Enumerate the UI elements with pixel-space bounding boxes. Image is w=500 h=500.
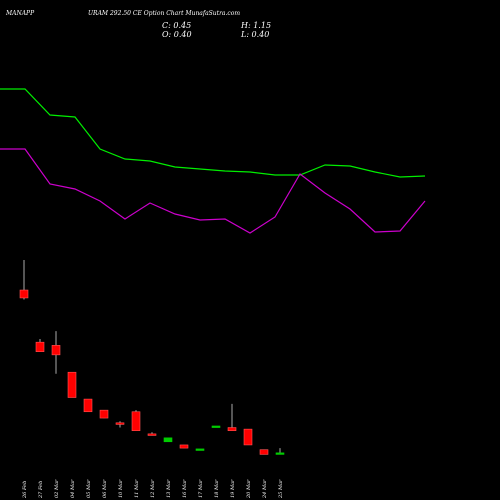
candle-body bbox=[163, 437, 173, 443]
x-tick-label: 02 Mar bbox=[54, 479, 60, 498]
x-tick-label: 26 Feb bbox=[22, 481, 28, 499]
candle-body bbox=[83, 398, 93, 413]
x-tick-label: 17 Mar bbox=[198, 479, 204, 498]
candle-body bbox=[35, 341, 45, 352]
brand-label: MANAPP bbox=[6, 10, 35, 17]
x-tick-label: 25 Mar bbox=[278, 479, 284, 499]
high-value: H: 1.15 bbox=[241, 21, 272, 30]
candle-body bbox=[115, 422, 125, 425]
x-tick-label: 16 Mar bbox=[182, 479, 188, 498]
candle-body bbox=[19, 289, 29, 299]
series-line-purple bbox=[0, 148, 426, 234]
open-value: O: 0.40 bbox=[162, 30, 192, 39]
series-line-green bbox=[0, 88, 426, 178]
x-tick-label: 05 Mar bbox=[86, 479, 92, 498]
x-tick-label: 11 Mar bbox=[134, 479, 140, 498]
x-tick-label: 20 Mar bbox=[246, 479, 252, 499]
candle-body bbox=[67, 371, 77, 398]
low-value: L: 0.40 bbox=[241, 30, 270, 39]
candle-body bbox=[259, 449, 269, 455]
candle-body bbox=[243, 428, 253, 446]
candle-body bbox=[147, 433, 157, 436]
x-tick-label: 19 Mar bbox=[230, 479, 236, 498]
candle-body bbox=[51, 345, 61, 356]
candle-body bbox=[227, 427, 237, 432]
candle-body bbox=[99, 409, 109, 419]
x-tick-label: 06 Mar bbox=[102, 479, 108, 498]
candle-body bbox=[131, 411, 141, 432]
x-tick-label: 04 Mar bbox=[70, 479, 76, 498]
chart-title: URAM 292.50 CE Option Chart MunafaSutra.… bbox=[88, 10, 241, 17]
candle-body bbox=[211, 425, 221, 428]
chart-header: MANAPP URAM 292.50 CE Option Chart Munaf… bbox=[0, 0, 500, 40]
x-tick-label: 24 Mar bbox=[262, 479, 268, 499]
x-tick-label: 27 Feb bbox=[38, 481, 44, 499]
close-value: C: 0.45 bbox=[162, 21, 192, 30]
x-tick-label: 12 Mar bbox=[150, 479, 156, 498]
x-tick-label: 13 Mar bbox=[166, 479, 172, 498]
x-tick-label: 10 Mar bbox=[118, 479, 124, 498]
candle-body bbox=[275, 452, 285, 455]
candle-body bbox=[195, 448, 205, 451]
x-tick-label: 18 Mar bbox=[214, 479, 220, 498]
candle-body bbox=[179, 444, 189, 449]
